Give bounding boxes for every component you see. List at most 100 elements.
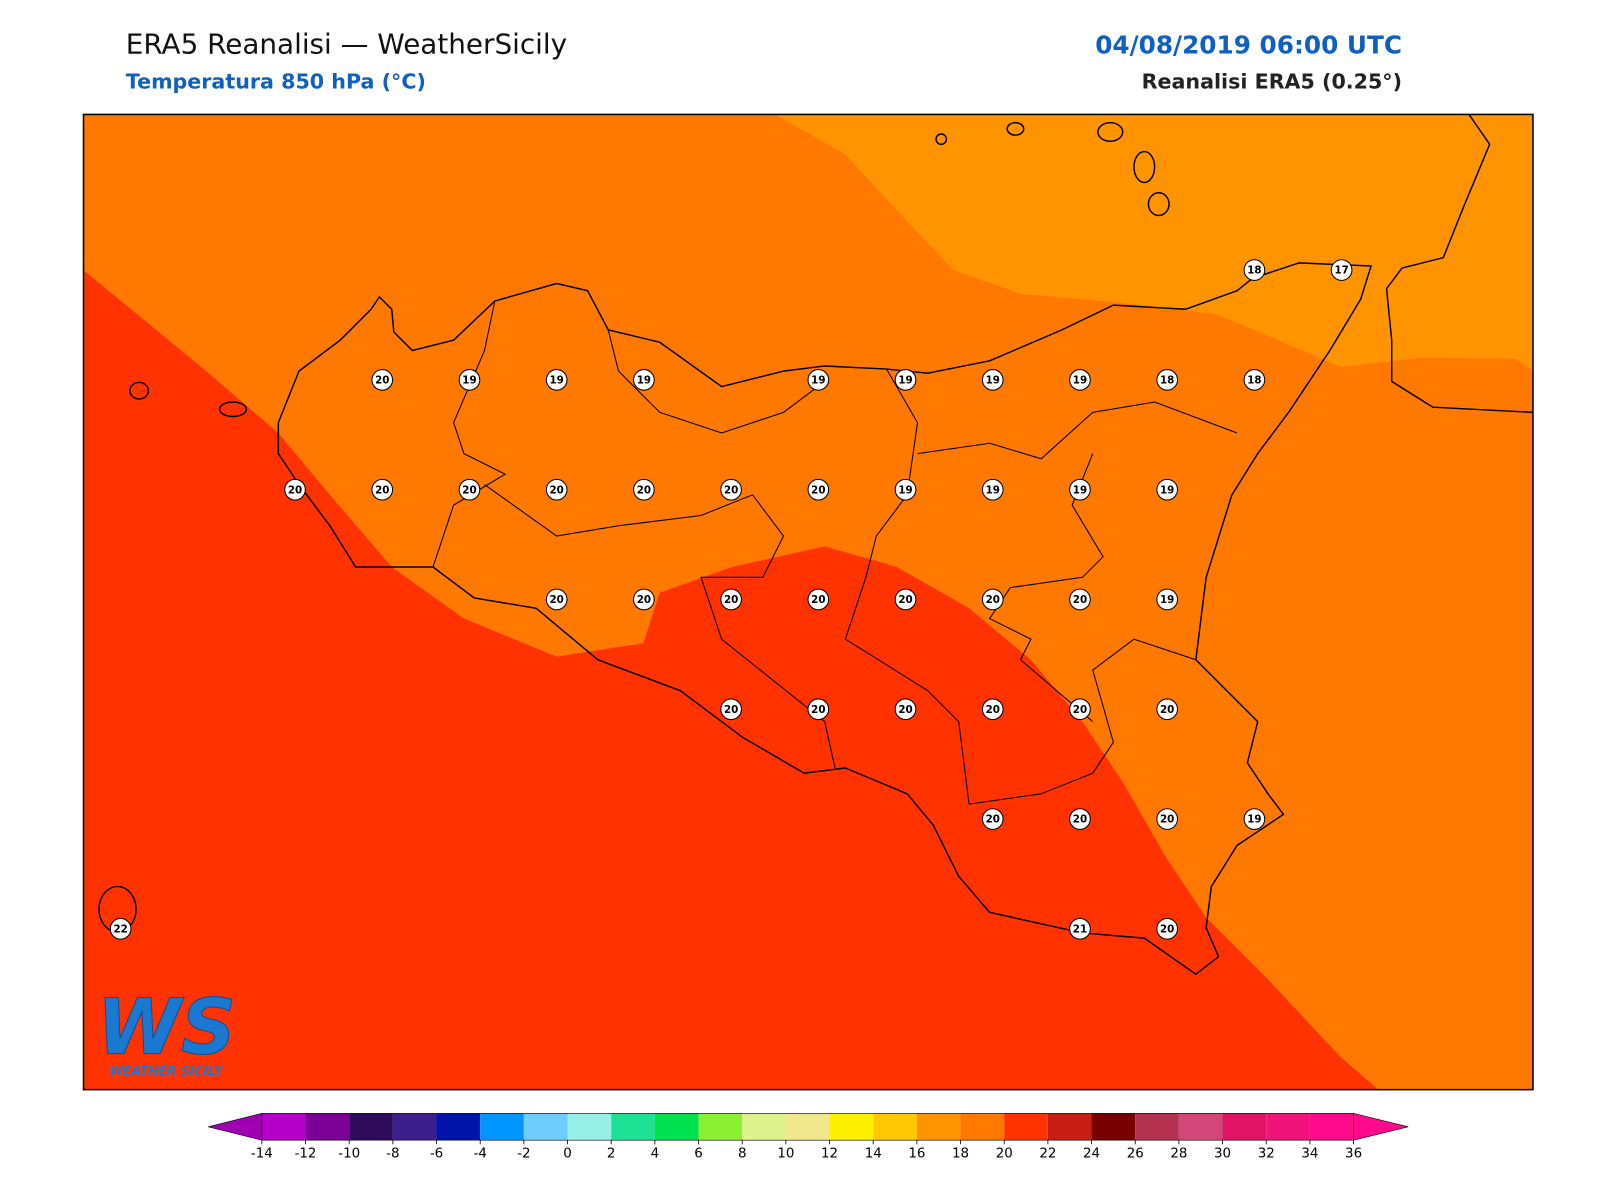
- station-marker: [720, 478, 742, 501]
- station-marker: [284, 478, 306, 501]
- station-value: 19: [1160, 484, 1174, 496]
- island: [1006, 121, 1025, 136]
- canvas: ERA5 Reanalisi — WeatherSicily Temperatu…: [82, 28, 1534, 1162]
- colorbar-bin: [785, 1113, 830, 1141]
- station-marker: [109, 918, 132, 940]
- station-value: 20: [724, 704, 738, 716]
- station-marker: [981, 588, 1004, 611]
- date: 04/08/2019 06:00 UTC: [1095, 31, 1402, 60]
- colorbar-tick-label: 28: [1170, 1147, 1187, 1162]
- colorbar-tick-label: -2: [517, 1147, 530, 1162]
- island: [1097, 121, 1124, 142]
- station-marker: [720, 588, 742, 611]
- colorbar-tick-label: 20: [996, 1147, 1013, 1162]
- colorbar-bin: [698, 1113, 743, 1141]
- colorbar-tick-label: 14: [865, 1147, 882, 1162]
- colorbar-bin: [392, 1113, 437, 1141]
- station-marker: [633, 369, 655, 391]
- station-marker: [1069, 369, 1091, 391]
- station-marker: [894, 478, 917, 501]
- temperature-zone: [775, 114, 1533, 372]
- station-marker: [1156, 808, 1179, 830]
- station-value: 20: [550, 594, 564, 606]
- station-labels: 18 17 20 19 19 19 19 19 19 19 18 18 20 20 20 20 20 20 20 19…: [109, 259, 1353, 940]
- station-marker: [1069, 698, 1091, 721]
- station-value: 19: [550, 374, 564, 386]
- station-value: 20: [724, 594, 738, 606]
- colorbar-tick-label: 16: [908, 1147, 925, 1162]
- map-frame: [82, 113, 1534, 1091]
- colorbar-frame: [261, 1113, 1354, 1141]
- colorbar-tick-label: 18: [952, 1147, 969, 1162]
- station-value: 20: [375, 484, 389, 496]
- station-value: 19: [1073, 484, 1087, 496]
- station-value: 18: [1247, 265, 1261, 277]
- colorbar-tick-label: 32: [1258, 1147, 1275, 1162]
- station-value: 20: [1160, 814, 1174, 826]
- island: [935, 133, 948, 146]
- station-marker: [720, 698, 742, 721]
- station-marker: [1069, 478, 1091, 501]
- logo: WS WEATHER SICILY: [96, 982, 236, 1078]
- station-value: 20: [1160, 923, 1174, 935]
- station-value: 20: [637, 594, 651, 606]
- title: ERA5 Reanalisi — WeatherSicily: [126, 28, 567, 61]
- station-value: 18: [1160, 374, 1174, 386]
- station-value: 20: [811, 704, 825, 716]
- colorbar-tick-label: -6: [430, 1147, 443, 1162]
- colorbar-tick-label: 12: [821, 1147, 838, 1162]
- station-marker: [894, 369, 917, 391]
- colorbar-tick-label: 22: [1039, 1147, 1056, 1162]
- station-marker: [807, 478, 830, 501]
- colorbar-bin: [1091, 1113, 1136, 1141]
- colorbar-tick-label: 6: [694, 1147, 703, 1162]
- colorbar-under: [208, 1112, 263, 1141]
- colorbar-bin: [305, 1113, 350, 1141]
- station-marker: [894, 588, 917, 611]
- station-value: 20: [1073, 594, 1087, 606]
- station-value: 19: [811, 374, 825, 386]
- colorbar-tick-label: 26: [1127, 1147, 1144, 1162]
- station-value: 19: [986, 374, 1000, 386]
- station-value: 20: [898, 594, 912, 606]
- colorbar-bin: [654, 1113, 699, 1141]
- station-marker: [1156, 918, 1179, 940]
- station-marker: [371, 478, 394, 501]
- colorbar-tick-label: 0: [563, 1147, 572, 1162]
- station-marker: [1156, 478, 1179, 501]
- colorbar-bin: [742, 1113, 786, 1141]
- station-marker: [633, 478, 655, 501]
- logo-mark: WS: [97, 983, 236, 1072]
- temperature-zone: [83, 270, 1379, 1090]
- station-value: 18: [1247, 374, 1261, 386]
- colorbar-bin: [480, 1113, 524, 1141]
- station-marker: [807, 698, 830, 721]
- station-marker: [807, 369, 830, 391]
- station-value: 20: [1073, 814, 1087, 826]
- station-value: 20: [811, 594, 825, 606]
- colorbar-tick-label: -8: [386, 1147, 399, 1162]
- station-marker: [894, 698, 917, 721]
- station-value: 21: [1073, 923, 1087, 935]
- colorbar-bin: [611, 1113, 655, 1141]
- island: [218, 401, 248, 418]
- calabria-coast: [1385, 114, 1533, 414]
- station-marker: [1156, 698, 1179, 721]
- province-border: [432, 300, 1238, 805]
- station-marker: [458, 369, 481, 391]
- colorbar-bin: [1309, 1113, 1354, 1141]
- colorbar: -14 -12 -10 -8 -6 -4 -2 0 2 4 6 8 10 12 14 16 18 20 22 24 26…: [208, 1112, 1409, 1162]
- station-value: 20: [898, 704, 912, 716]
- station-value: 19: [898, 374, 912, 386]
- colorbar-bin: [1047, 1113, 1092, 1141]
- station-marker: [981, 698, 1004, 721]
- colorbar-tick-label: 2: [607, 1147, 616, 1162]
- station-value: 20: [375, 374, 389, 386]
- colorbar-tick-label: -4: [474, 1147, 487, 1162]
- station-value: 20: [462, 484, 476, 496]
- colorbar-tick-label: -14: [251, 1147, 273, 1162]
- station-value: 19: [898, 484, 912, 496]
- station-value: 19: [462, 374, 476, 386]
- colorbar-bin: [873, 1113, 917, 1141]
- station-value: 20: [986, 704, 1000, 716]
